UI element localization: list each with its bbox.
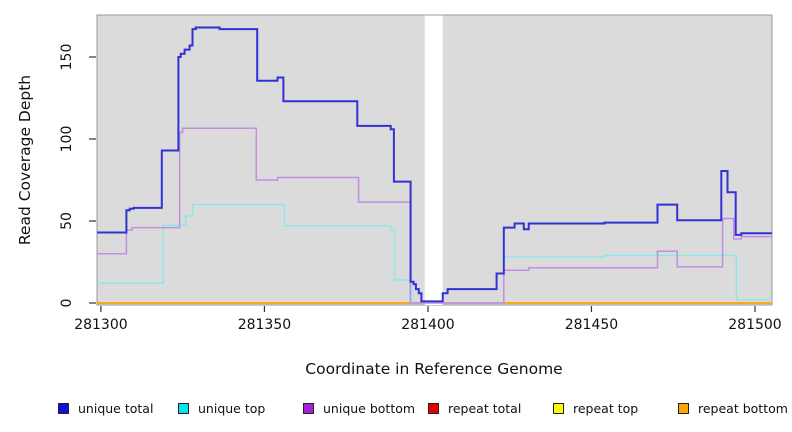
legend-label: repeat bottom bbox=[698, 400, 788, 416]
legend-swatch-icon bbox=[303, 402, 314, 414]
legend-label: unique bottom bbox=[323, 400, 416, 416]
y-tick-label: 150 bbox=[59, 43, 75, 71]
legend-label: repeat top bbox=[573, 400, 639, 416]
legend-label: unique top bbox=[198, 400, 266, 416]
legend-item-repeat-bottom: repeat bottom bbox=[678, 400, 788, 416]
y-tick-label: 0 bbox=[59, 298, 75, 308]
legend-item-unique-bottom: unique bottom bbox=[303, 400, 416, 416]
masked-gap-region bbox=[424, 15, 443, 305]
legend-item-unique-top: unique top bbox=[178, 400, 266, 416]
legend-swatch-icon bbox=[178, 402, 189, 414]
x-tick-label: 281500 bbox=[728, 317, 782, 333]
series-line-unique-total bbox=[97, 26, 772, 303]
y-tick-label: 50 bbox=[59, 212, 75, 230]
legend-item-unique-total: unique total bbox=[58, 400, 154, 416]
series-line-unique-top bbox=[97, 203, 772, 304]
x-tick-label: 281350 bbox=[237, 317, 292, 333]
legend-swatch-icon bbox=[678, 402, 689, 414]
x-tick-label: 281400 bbox=[401, 317, 455, 333]
y-tick-label: 100 bbox=[59, 125, 75, 153]
legend-label: unique total bbox=[78, 400, 154, 416]
legend-item-repeat-top: repeat top bbox=[553, 400, 639, 416]
legend-swatch-icon bbox=[58, 402, 69, 414]
legend-swatch-icon bbox=[553, 402, 564, 414]
x-axis-title: Coordinate in Reference Genome bbox=[305, 360, 563, 378]
legend-label: repeat total bbox=[448, 400, 522, 416]
legend-swatch-icon bbox=[428, 402, 439, 414]
legend-item-repeat-total: repeat total bbox=[428, 400, 522, 416]
y-axis-title: Read Coverage Depth bbox=[16, 74, 34, 246]
x-tick-label: 281450 bbox=[564, 317, 619, 333]
x-tick-label: 281300 bbox=[74, 317, 128, 333]
